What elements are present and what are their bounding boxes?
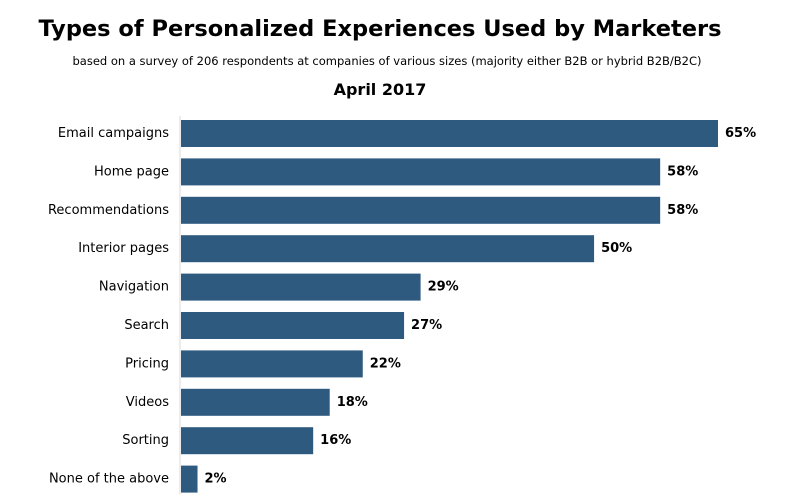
bars-layer: Email campaigns 65% Home page 58% Recommenda…: [48, 120, 756, 493]
bar: [181, 235, 595, 263]
value-label: 58%: [667, 164, 698, 179]
bar: [181, 350, 363, 378]
category-label: Pricing: [125, 356, 169, 371]
value-label: 50%: [601, 241, 632, 256]
bar: [181, 196, 661, 224]
bar: [181, 120, 718, 147]
bar: [181, 158, 661, 186]
category-label: Search: [124, 318, 169, 333]
value-label: 16%: [320, 433, 351, 448]
value-label: 58%: [667, 203, 698, 218]
bar: [181, 312, 405, 339]
value-label: 29%: [428, 280, 459, 295]
category-label: Recommendations: [48, 203, 169, 218]
category-label: Videos: [126, 395, 169, 410]
bar: [181, 465, 198, 493]
bar: [181, 427, 314, 455]
category-label: Sorting: [122, 433, 169, 448]
bar: [181, 273, 421, 301]
category-label: None of the above: [49, 472, 169, 487]
chart-title: Types of Personalized Experiences Used b…: [38, 16, 722, 42]
value-label: 65%: [725, 126, 756, 141]
category-label: Navigation: [99, 280, 169, 295]
value-label: 18%: [337, 395, 368, 410]
category-label: Home page: [94, 164, 169, 179]
category-label: Email campaigns: [58, 126, 169, 141]
chart-date: April 2017: [333, 80, 427, 99]
value-label: 27%: [411, 318, 442, 333]
category-label: Interior pages: [78, 241, 169, 256]
value-label: 2%: [205, 472, 227, 487]
chart-subtitle: based on a survey of 206 respondents at …: [72, 54, 702, 68]
value-label: 22%: [370, 356, 401, 371]
bar: [181, 388, 330, 416]
